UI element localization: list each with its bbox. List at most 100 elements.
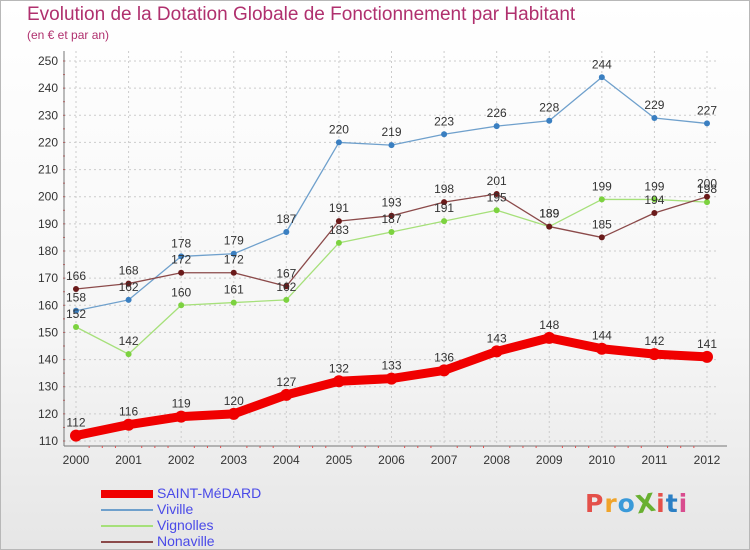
y-tick-label: 250 [38,54,58,68]
data-point [441,218,448,225]
data-point [490,345,503,358]
x-tick-label: 2011 [642,453,668,467]
data-label: 162 [276,280,296,294]
data-label: 187 [276,212,296,226]
data-label: 166 [66,269,86,283]
data-label: 112 [66,416,85,430]
data-label: 127 [276,375,296,389]
y-tick-label: 140 [38,353,58,367]
y-tick-label: 190 [38,217,58,231]
data-label: 136 [434,350,454,364]
data-label: 185 [592,217,612,231]
data-point [335,218,342,225]
data-point [704,199,710,206]
data-label: 229 [644,98,664,112]
x-tick-label: 2009 [536,453,563,467]
x-tick-label: 2001 [115,453,142,467]
data-point [441,131,448,138]
data-label: 228 [539,101,559,115]
legend-swatch [101,525,153,527]
data-point [70,429,82,442]
data-point [648,348,661,361]
data-label: 168 [119,264,139,278]
logo-letter: o [617,489,636,518]
data-point [651,196,658,203]
legend-label: Nonaville [157,533,215,549]
data-label: 143 [487,331,507,345]
y-tick-label: 200 [38,190,58,204]
x-tick-label: 2010 [588,453,615,467]
data-point [73,324,79,330]
data-label: 200 [697,177,717,191]
y-tick-label: 110 [39,434,58,448]
x-tick-label: 2008 [483,453,510,467]
data-point [230,250,237,257]
data-point [283,296,290,303]
legend-swatch [101,541,153,543]
data-label: 178 [171,236,191,250]
data-label: 152 [66,307,86,321]
data-label: 179 [224,234,244,248]
data-point [335,239,342,246]
y-tick-label: 230 [38,108,58,122]
data-point [178,269,185,276]
legend-label: Viville [157,501,194,517]
data-point [441,199,448,206]
legend-label: Vignolles [157,517,214,533]
data-point [598,196,605,203]
proxiti-logo: ProXiti [585,487,688,520]
data-point [230,269,237,276]
data-label: 201 [487,174,507,188]
x-tick-label: 2004 [273,453,300,467]
data-label: 191 [329,201,349,215]
data-point [598,74,605,81]
logo-letter: P [585,489,605,518]
data-label: 144 [592,329,612,343]
legend-swatch [101,490,153,498]
data-label: 194 [644,193,664,207]
data-label: 183 [329,223,349,237]
data-label: 199 [644,179,664,193]
data-point [175,410,188,423]
y-tick-label: 210 [38,163,58,177]
data-label: 142 [119,334,139,348]
data-label: 132 [329,361,349,375]
logo-letter: i [656,489,666,518]
data-point [227,407,240,420]
data-point [388,229,395,235]
data-point [704,120,710,127]
data-point [701,350,713,363]
data-point [125,296,132,303]
x-tick-label: 2003 [220,453,247,467]
data-label: 133 [381,359,401,373]
data-point [651,210,658,216]
data-label: 187 [381,212,401,226]
data-label: 142 [644,334,664,348]
data-label: 219 [381,125,401,139]
data-point [543,331,556,344]
data-label: 198 [697,182,717,196]
data-point [73,307,79,314]
y-tick-label: 130 [38,380,58,394]
data-point [230,299,237,306]
x-tick-label: 2000 [63,453,90,467]
logo-letter: r [604,489,618,518]
chart-subtitle: (en € et par an) [27,28,110,42]
data-point [493,191,500,197]
data-label: 226 [487,106,507,120]
data-label: 141 [697,337,717,351]
data-point [493,207,500,214]
data-point [280,388,293,401]
data-point [388,142,395,149]
logo-letter: X [633,487,659,520]
data-label: 193 [381,196,401,210]
data-label: 223 [434,114,454,128]
data-point [122,418,135,431]
y-tick-label: 120 [38,407,58,421]
data-label: 167 [276,266,296,280]
data-point [332,375,345,388]
data-label: 160 [171,285,191,299]
y-tick-label: 240 [38,81,58,95]
legend-swatch [101,509,153,511]
y-tick-label: 170 [38,271,58,285]
